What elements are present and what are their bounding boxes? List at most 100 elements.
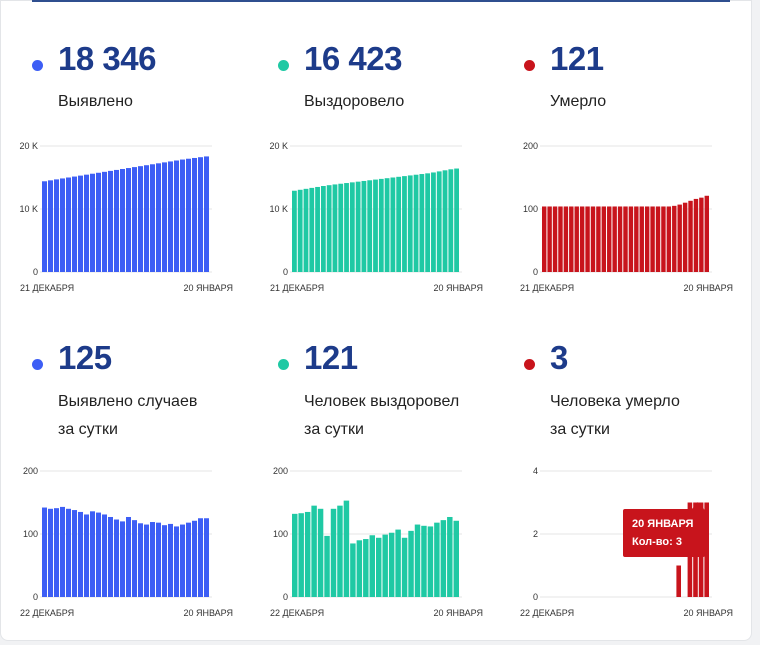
stat-number: 3 <box>550 339 568 376</box>
bar <box>102 171 107 272</box>
bar <box>96 172 101 272</box>
bar <box>682 202 688 272</box>
bar <box>688 200 693 272</box>
x-end-label: 20 ЯНВАРЯ <box>433 608 483 618</box>
bar <box>704 195 709 272</box>
bar <box>585 206 590 272</box>
bar <box>672 205 677 272</box>
bar <box>363 539 369 597</box>
chart-tooltip: 20 ЯНВАРЯ Кол-во: 3 <box>623 509 705 557</box>
bar <box>156 163 161 272</box>
bar <box>114 169 119 272</box>
bar <box>168 161 173 272</box>
bar <box>303 188 309 272</box>
bar <box>369 535 375 597</box>
bar <box>704 502 709 597</box>
x-end-label: 20 ЯНВАРЯ <box>683 608 733 618</box>
bar <box>54 179 59 272</box>
bar <box>440 520 447 597</box>
bar <box>108 516 113 597</box>
bar <box>628 206 634 272</box>
tooltip-value: Кол-во: 3 <box>632 536 682 548</box>
bar <box>180 524 185 597</box>
green-dot-icon <box>278 60 289 71</box>
stat-number: 18 346 <box>58 40 156 77</box>
bar <box>356 540 363 597</box>
bar <box>542 206 547 272</box>
bar <box>447 516 453 597</box>
chart-detected-daily[interactable]: 0 100 200 22 ДЕКАБРЯ 20 ЯНВАРЯ <box>0 455 250 635</box>
bar <box>361 180 367 272</box>
bar <box>198 157 203 272</box>
bar <box>168 523 173 597</box>
bar <box>427 526 434 597</box>
bar <box>120 521 125 597</box>
bar <box>150 522 155 597</box>
x-start-label: 22 ДЕКАБРЯ <box>270 608 324 618</box>
stat-number: 125 <box>58 339 112 376</box>
chart-detected-total[interactable]: 0 10 K 20 K 21 ДЕКАБРЯ 20 ЯНВАРЯ <box>0 130 250 310</box>
bar <box>298 513 304 597</box>
bar <box>326 185 332 272</box>
bar <box>204 518 209 597</box>
y-tick-label: 0 <box>533 267 538 277</box>
bar <box>84 514 89 597</box>
bar <box>311 505 317 597</box>
red-dot-icon <box>524 60 535 71</box>
bar <box>607 206 612 272</box>
bar <box>132 167 137 272</box>
bar <box>48 508 53 597</box>
chart-recovered-daily[interactable]: 0 100 200 22 ДЕКАБРЯ 20 ЯНВАРЯ <box>250 455 500 635</box>
bar <box>655 206 661 272</box>
bar <box>388 532 395 597</box>
bar <box>338 183 344 272</box>
bar <box>150 164 155 272</box>
bar <box>138 523 143 597</box>
bar <box>102 514 107 597</box>
bar <box>349 182 355 272</box>
bar <box>186 522 191 597</box>
chart-recovered-total[interactable]: 0 10 K 20 K 21 ДЕКАБРЯ 20 ЯНВАРЯ <box>250 130 500 310</box>
x-start-label: 22 ДЕКАБРЯ <box>520 608 574 618</box>
bar <box>198 518 203 597</box>
x-end-label: 20 ЯНВАРЯ <box>683 283 733 293</box>
bar <box>320 186 326 272</box>
bar <box>72 510 77 597</box>
x-start-label: 21 ДЕКАБРЯ <box>270 283 324 293</box>
bar <box>373 179 378 272</box>
bar <box>355 181 361 272</box>
bar <box>126 516 131 597</box>
x-end-label: 20 ЯНВАРЯ <box>183 283 233 293</box>
bar <box>337 505 343 597</box>
bar <box>330 508 337 597</box>
bar <box>90 511 95 597</box>
bar <box>54 508 59 597</box>
bar <box>60 506 65 597</box>
y-tick-label: 200 <box>523 141 538 151</box>
y-tick-label: 0 <box>283 592 288 602</box>
bar <box>315 186 320 272</box>
x-end-label: 20 ЯНВАРЯ <box>433 283 483 293</box>
x-end-label: 20 ЯНВАРЯ <box>183 608 233 618</box>
bar <box>596 206 601 272</box>
bar <box>617 206 623 272</box>
y-tick-label: 0 <box>283 267 288 277</box>
bar <box>332 184 338 272</box>
bar <box>42 181 47 272</box>
bar <box>376 537 382 597</box>
x-start-label: 22 ДЕКАБРЯ <box>20 608 74 618</box>
x-start-label: 21 ДЕКАБРЯ <box>20 283 74 293</box>
bar <box>120 168 125 272</box>
bar <box>304 511 311 597</box>
stat-number: 121 <box>304 339 358 376</box>
tooltip-caret <box>692 502 704 509</box>
y-tick-label: 20 K <box>19 141 38 151</box>
y-tick-label: 10 K <box>19 204 38 214</box>
bar <box>204 156 209 272</box>
bar <box>324 535 330 597</box>
bar <box>407 175 413 272</box>
bar <box>309 187 315 272</box>
chart-died-total[interactable]: 0 100 200 21 ДЕКАБРЯ 20 ЯНВАРЯ <box>500 130 750 310</box>
bar <box>343 500 350 597</box>
tooltip-date: 20 ЯНВАРЯ <box>632 518 694 530</box>
